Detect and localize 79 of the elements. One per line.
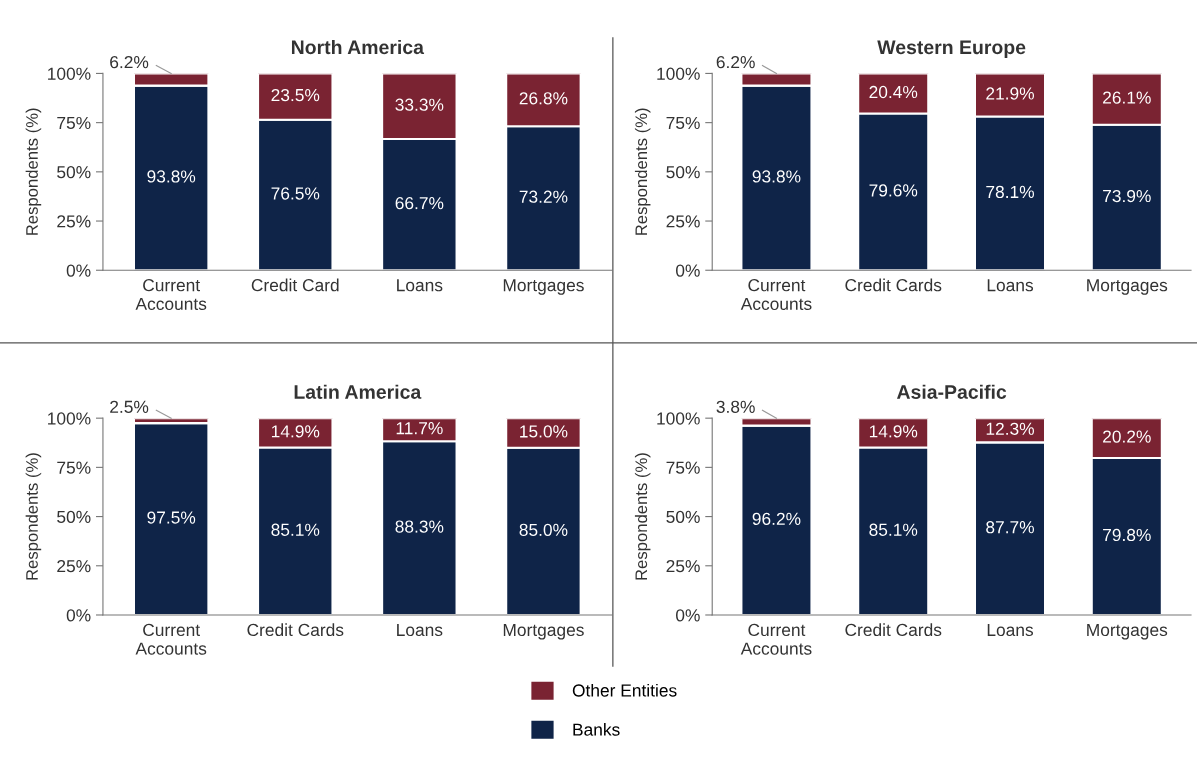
y-axis-title: Respondents (%) bbox=[634, 453, 651, 580]
data-label: 76.5% bbox=[271, 187, 320, 200]
data-label: 11.7% bbox=[396, 422, 443, 435]
data-label: 14.9% bbox=[271, 425, 320, 438]
x-tick-label: Mortgages bbox=[503, 279, 584, 295]
x-tick-label: Mortgages bbox=[1087, 279, 1168, 295]
chart-title: Western Europe bbox=[877, 40, 1026, 59]
data-label: 23.5% bbox=[271, 88, 320, 102]
y-tick-label: 0% bbox=[66, 264, 91, 277]
y-tick-label: 75% bbox=[57, 116, 91, 130]
data-label: 73.2% bbox=[519, 190, 568, 203]
y-tick-label: 100% bbox=[657, 67, 700, 80]
data-label: 26.8% bbox=[519, 92, 568, 105]
y-tick-label: 75% bbox=[57, 461, 91, 474]
x-tick-label: Loans bbox=[987, 279, 1034, 292]
data-label: 96.2% bbox=[752, 512, 801, 525]
y-tick-label: 50% bbox=[57, 166, 91, 179]
y-tick-label: 25% bbox=[666, 215, 700, 228]
data-label: 88.3% bbox=[395, 520, 444, 533]
data-label: 85.1% bbox=[869, 523, 918, 536]
data-label: 33.3% bbox=[395, 98, 444, 111]
data-label: 93.8% bbox=[147, 170, 196, 183]
x-tick-label: Loans bbox=[987, 623, 1034, 637]
y-tick-label: 100% bbox=[48, 412, 91, 425]
x-tick-label: Credit Card bbox=[251, 278, 339, 292]
data-label: 12.3% bbox=[986, 422, 1034, 435]
data-label: 97.5% bbox=[147, 511, 196, 524]
y-tick-label: 0% bbox=[676, 609, 700, 622]
data-label: 21.9% bbox=[986, 87, 1034, 100]
y-tick-label: 0% bbox=[66, 609, 91, 622]
data-label: 87.7% bbox=[986, 521, 1034, 534]
x-tick-label: Credit Cards bbox=[247, 623, 344, 637]
legend-label: Other Entities bbox=[572, 683, 677, 697]
data-label: 20.4% bbox=[869, 85, 918, 99]
chart-title: North America bbox=[291, 39, 425, 55]
data-label: 85.0% bbox=[519, 523, 568, 536]
data-label: 14.9% bbox=[869, 425, 918, 438]
data-label: 6.2% bbox=[110, 55, 149, 69]
data-label: 26.1% bbox=[1103, 91, 1151, 104]
data-label: 3.8% bbox=[716, 400, 755, 413]
y-tick-label: 50% bbox=[57, 510, 91, 524]
chart-title: Latin America bbox=[294, 384, 422, 399]
y-tick-label: 100% bbox=[657, 412, 700, 425]
x-tick-label: Loans bbox=[397, 623, 443, 637]
y-tick-label: 25% bbox=[57, 559, 91, 573]
data-label: 79.6% bbox=[869, 184, 918, 197]
chart-title: Asia-Pacific bbox=[896, 384, 1007, 399]
legend-label: Banks bbox=[573, 723, 620, 736]
data-label: 6.2% bbox=[716, 55, 755, 69]
y-tick-label: 25% bbox=[666, 559, 700, 573]
y-axis-title: Respondents (%) bbox=[25, 108, 42, 235]
x-tick-label: Current Accounts bbox=[740, 623, 812, 655]
data-label: 79.8% bbox=[1103, 528, 1151, 542]
y-axis-title: Respondents (%) bbox=[634, 108, 651, 235]
x-tick-label: Current Accounts bbox=[740, 279, 812, 311]
x-tick-label: Credit Cards bbox=[845, 278, 942, 292]
x-tick-label: Mortgages bbox=[1087, 623, 1168, 640]
data-label: 20.2% bbox=[1103, 430, 1151, 443]
x-tick-label: Loans bbox=[397, 279, 443, 292]
y-tick-label: 75% bbox=[666, 116, 700, 130]
y-tick-label: 50% bbox=[666, 166, 700, 179]
x-tick-label: Current Accounts bbox=[135, 623, 207, 655]
x-tick-label: Current Accounts bbox=[135, 279, 207, 311]
x-tick-label: Mortgages bbox=[503, 623, 584, 640]
y-tick-label: 100% bbox=[48, 67, 91, 80]
y-tick-label: 0% bbox=[676, 264, 700, 277]
data-label: 78.1% bbox=[986, 185, 1034, 199]
data-label: 15.0% bbox=[520, 425, 568, 438]
data-label: 2.5% bbox=[110, 400, 149, 413]
y-tick-label: 25% bbox=[57, 215, 91, 228]
y-axis-title: Respondents (%) bbox=[25, 453, 42, 580]
data-label: 66.7% bbox=[395, 196, 444, 210]
x-tick-label: Credit Cards bbox=[845, 623, 942, 637]
data-label: 93.8% bbox=[752, 170, 801, 183]
y-tick-label: 75% bbox=[666, 461, 700, 474]
data-label: 85.1% bbox=[271, 523, 320, 536]
data-label: 73.9% bbox=[1103, 189, 1151, 203]
y-tick-label: 50% bbox=[666, 510, 700, 524]
bar bbox=[132, 422, 210, 615]
